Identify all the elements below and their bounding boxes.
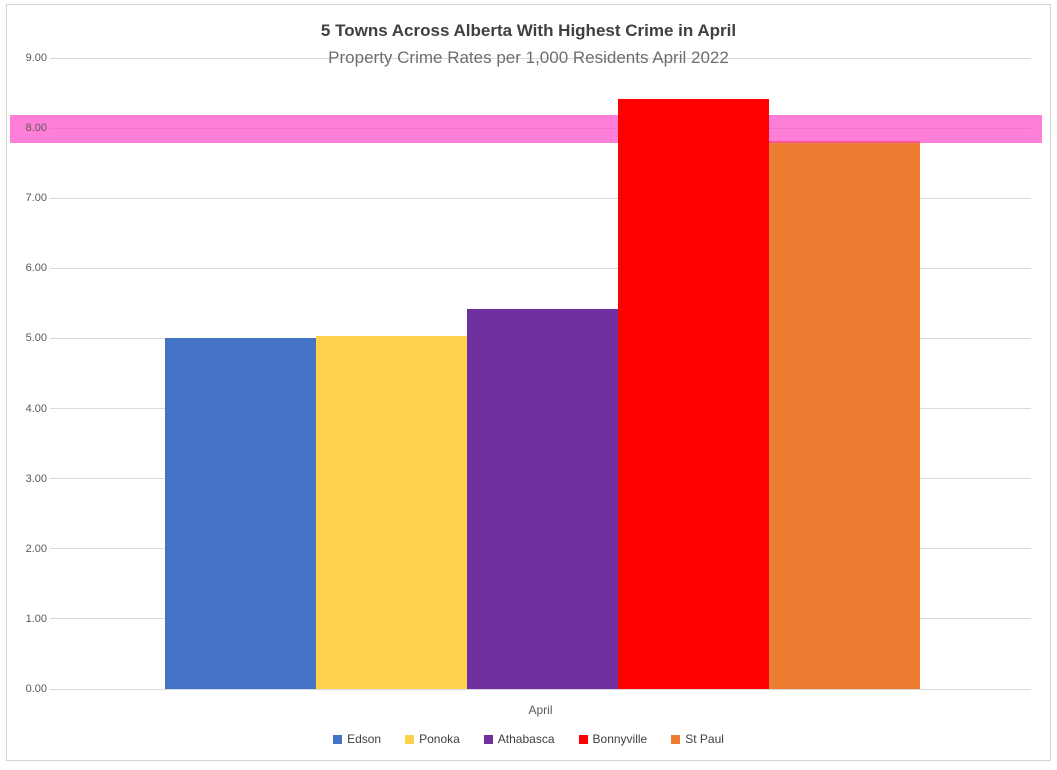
y-axis-tick-label: 1.00 [25,612,47,625]
legend-label: Athabasca [497,732,555,746]
bar-edson [165,337,316,689]
legend: Edson Ponoka Athabasca Bonnyville St Paul [7,732,1050,746]
legend-item-ponoka: Ponoka [405,732,460,746]
bar-st-paul [769,140,920,689]
y-axis-tick-label: 6.00 [25,262,47,275]
legend-item-bonnyville: Bonnyville [578,732,648,746]
bar-bonnyville [618,98,769,689]
gridline-7.00 [50,197,1031,199]
gridline-9.00 [50,57,1031,59]
y-axis-tick-label: 9.00 [25,52,47,64]
gridline-0.00 [50,688,1031,690]
legend-swatch-icon [671,734,681,744]
highlight-band [10,114,1042,143]
legend-swatch-icon [483,734,493,744]
legend-item-edson: Edson [333,732,381,746]
y-axis-tick-label: 5.00 [25,332,47,345]
legend-label: Edson [347,732,382,746]
legend-swatch-icon [578,734,588,744]
gridline-6.00 [50,267,1031,269]
chart-title: 5 Towns Across Alberta With Highest Crim… [320,21,737,40]
y-axis-tick-label: 0.00 [25,683,47,695]
legend-label: St Paul [685,732,724,746]
chart-subtitle: Property Crime Rates per 1,000 Residents… [328,48,729,67]
bar-ponoka [316,335,467,689]
legend-label: Bonnyville [592,732,648,746]
x-axis-category-label: April [528,703,553,717]
legend-item-st-paul: St Paul [671,732,724,746]
legend-swatch-icon [405,734,415,744]
bar-athabasca [467,309,618,689]
y-axis-tick-label: 3.00 [25,472,47,485]
y-axis-tick-label: 4.00 [25,402,47,415]
y-axis-tick-label: 7.00 [25,192,47,205]
legend-label: Ponoka [419,732,460,746]
y-axis-tick-label: 2.00 [25,542,47,555]
title-block: 5 Towns Across Alberta With Highest Crim… [7,21,1050,68]
legend-swatch-icon [333,734,343,744]
y-axis-tick-label: 8.00 [25,122,47,135]
legend-item-athabasca: Athabasca [483,732,555,746]
chart-frame: 0.00 1.00 2.00 3.00 4.00 5.00 6.00 7.00 8.00 9.00… [6,4,1051,761]
